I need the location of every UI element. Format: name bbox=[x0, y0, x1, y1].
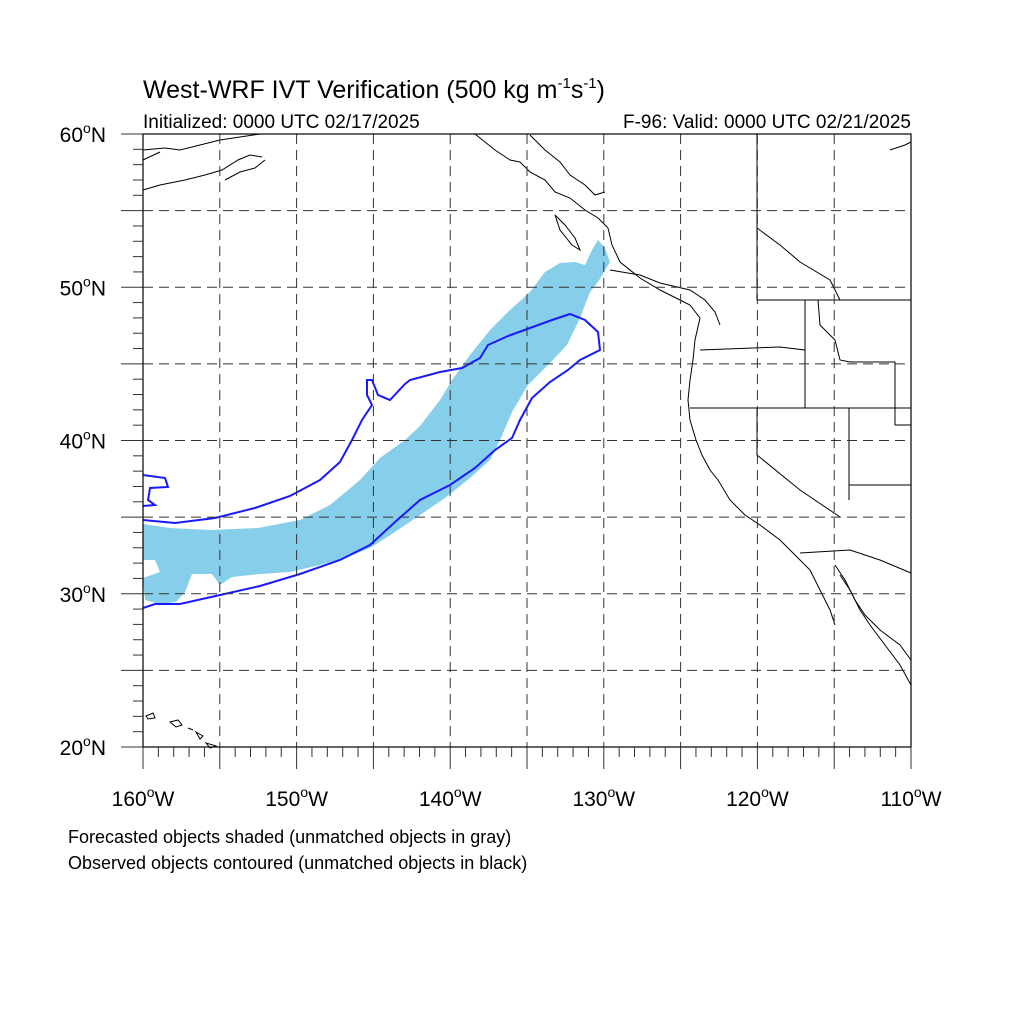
observed-ivt-contour bbox=[142, 312, 602, 609]
init-time-label: Initialized: 0000 UTC 02/17/2025 bbox=[143, 112, 420, 133]
observed-ivt-contour-small bbox=[142, 474, 170, 507]
x-tick-label: 140oW bbox=[419, 784, 482, 811]
x-tick-label: 150oW bbox=[265, 784, 328, 811]
y-tick-label: 40oN bbox=[60, 427, 106, 454]
plot-title: West-WRF IVT Verification (500 kg m-1s-1… bbox=[143, 75, 605, 104]
y-tick-label: 20oN bbox=[60, 733, 106, 760]
footer-note-observed: Observed objects contoured (unmatched ob… bbox=[68, 853, 527, 873]
hawaii-islands bbox=[145, 712, 218, 749]
x-tick-label: 160oW bbox=[112, 784, 175, 811]
axis-ticks: 160oW 150oW 140oW 130oW 120oW 110oW 60oN 50oN 40… bbox=[60, 120, 942, 811]
coastlines bbox=[142, 133, 912, 686]
valid-time-label: F-96: Valid: 0000 UTC 02/21/2025 bbox=[623, 112, 911, 133]
footer-note-forecast: Forecasted objects shaded (unmatched obj… bbox=[68, 827, 511, 847]
x-tick-label: 130oW bbox=[572, 784, 635, 811]
political-borders bbox=[690, 134, 912, 574]
lat-lon-grid bbox=[143, 134, 911, 747]
forecast-ivt-object bbox=[143, 240, 610, 604]
x-tick-label: 110oW bbox=[880, 784, 941, 811]
y-tick-label: 30oN bbox=[60, 580, 106, 607]
y-tick-label: 60oN bbox=[60, 120, 106, 147]
y-tick-label: 50oN bbox=[60, 273, 106, 300]
x-tick-label: 120oW bbox=[726, 784, 789, 811]
